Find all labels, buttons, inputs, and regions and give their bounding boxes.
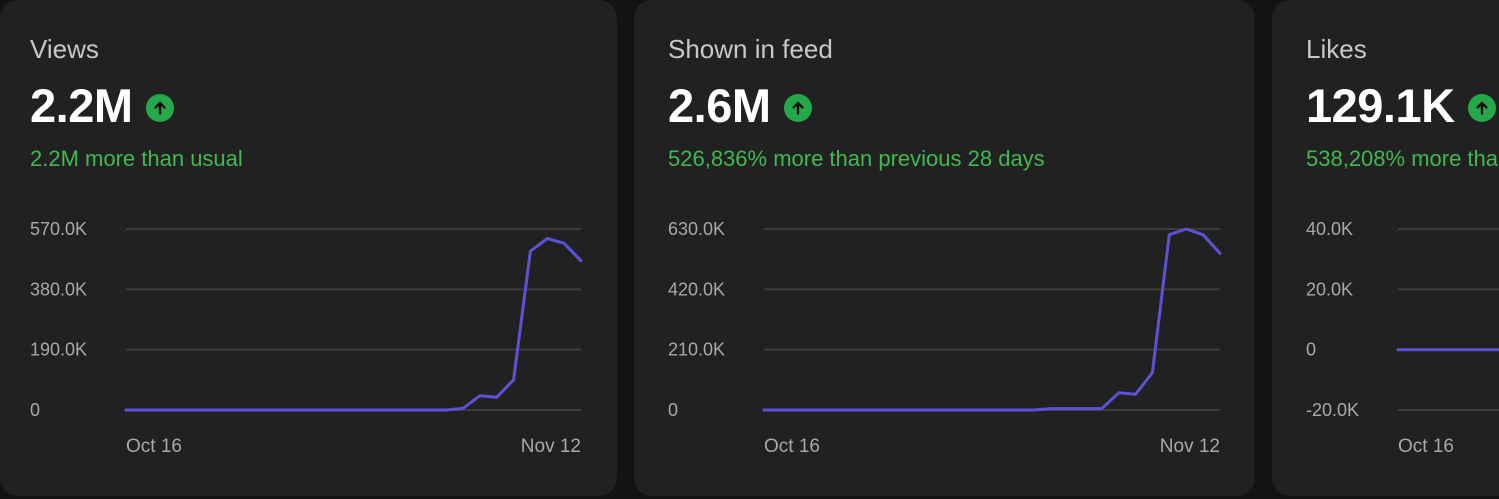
x-tick-label: Oct 16 <box>126 436 182 457</box>
views-line-chart: 0 190.0K 380.0K 570.0K Oct 16 Nov 12 <box>30 219 583 457</box>
card-title: Views <box>30 34 99 64</box>
delta-text: 538,208% more than previous 28 days <box>1306 146 1499 171</box>
y-tick-label: -20.0K <box>1306 400 1359 420</box>
x-tick-label: Nov 12 <box>1160 436 1220 457</box>
x-tick-label: Nov 12 <box>521 436 581 457</box>
card-title: Likes <box>1306 34 1367 64</box>
x-tick-label: Oct 16 <box>1398 436 1454 457</box>
y-tick-label: 0 <box>1306 340 1316 360</box>
y-tick-label: 570.0K <box>30 219 87 239</box>
y-tick-label: 630.0K <box>668 219 725 239</box>
series-line[interactable] <box>762 227 1222 412</box>
likes-card[interactable]: Likes 129.1K 538,208% more than previous… <box>1272 0 1499 496</box>
delta-text: 526,836% more than previous 28 days <box>668 146 1045 171</box>
y-tick-label: 210.0K <box>668 340 725 360</box>
y-tick-label: 40.0K <box>1306 219 1353 239</box>
y-tick-label: 380.0K <box>30 279 87 299</box>
y-tick-label: 0 <box>30 400 40 420</box>
y-tick-label: 420.0K <box>668 279 725 299</box>
y-tick-label: 20.0K <box>1306 279 1353 299</box>
card-title: Shown in feed <box>668 34 833 64</box>
metric-value-row: 2.6M <box>668 78 812 133</box>
shown-in-feed-card[interactable]: Shown in feed 2.6M 526,836% more than pr… <box>634 0 1255 496</box>
metric-value: 2.6M <box>668 79 771 132</box>
likes-line-chart: -20.0K 0 20.0K 40.0K Oct 16 <box>1306 219 1499 457</box>
arrow-up-circle-icon <box>1467 93 1496 122</box>
arrow-up-circle-icon <box>783 93 812 122</box>
y-tick-label: 190.0K <box>30 340 87 360</box>
metric-value: 2.2M <box>30 79 133 132</box>
shown-in-feed-line-chart: 0 210.0K 420.0K 630.0K Oct 16 Nov 12 <box>668 219 1222 457</box>
x-tick-label: Oct 16 <box>764 436 820 457</box>
y-tick-label: 0 <box>668 400 678 420</box>
metric-value: 129.1K <box>1306 79 1455 132</box>
arrow-up-circle-icon <box>145 93 174 122</box>
metric-value-row: 129.1K <box>1306 78 1496 133</box>
delta-text: 2.2M more than usual <box>30 146 243 171</box>
series-line[interactable] <box>124 237 583 412</box>
views-card[interactable]: Views 2.2M 2.2M more than usual 0 190.0K 3… <box>0 0 617 496</box>
metric-value-row: 2.2M <box>30 78 174 133</box>
